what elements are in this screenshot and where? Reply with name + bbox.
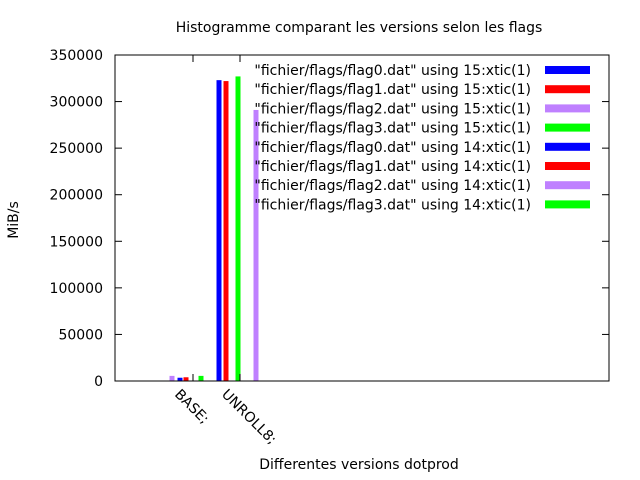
x-tick-label: BASE; — [171, 387, 212, 428]
legend-swatch — [545, 85, 590, 94]
y-tick-label: 200000 — [50, 188, 103, 204]
bar-base-series-2 — [169, 375, 175, 381]
plot-frame — [114, 54, 610, 382]
legend-swatch — [545, 162, 590, 170]
y-tick-label: 100000 — [50, 281, 103, 297]
bar-unroll8-series-2 — [253, 109, 259, 381]
x-axis-label: Differentes versions dotprod — [259, 457, 458, 473]
y-tick-label: 150000 — [50, 234, 103, 250]
legend-swatch — [545, 200, 590, 209]
legend-entry-label: "fichier/flags/flag0.dat" using 15:xtic(… — [254, 63, 531, 79]
legend-entry-label: "fichier/flags/flag1.dat" using 14:xtic(… — [254, 159, 531, 175]
bar-unroll8-series-0 — [216, 80, 222, 382]
bar-base-series-0 — [177, 377, 183, 381]
y-tick-label: 250000 — [50, 141, 103, 157]
y-axis-label: MiB/s — [6, 201, 22, 239]
legend: "fichier/flags/flag0.dat" using 15:xtic(… — [254, 63, 590, 213]
bar-base-series-3 — [198, 375, 204, 381]
legend-swatch — [545, 123, 590, 132]
legend-swatch — [545, 181, 590, 190]
legend-entry-label: "fichier/flags/flag3.dat" using 15:xtic(… — [254, 121, 531, 137]
y-tick-label: 350000 — [50, 48, 103, 64]
y-tick-label: 50000 — [58, 327, 103, 343]
legend-swatch — [545, 66, 590, 74]
bars-group — [169, 76, 259, 382]
y-tick-label: 300000 — [50, 95, 103, 111]
y-tick-label: 0 — [94, 374, 103, 390]
legend-entry-label: "fichier/flags/flag1.dat" using 15:xtic(… — [254, 82, 531, 98]
legend-entry-label: "fichier/flags/flag3.dat" using 14:xtic(… — [254, 197, 531, 213]
legend-entry-label: "fichier/flags/flag2.dat" using 14:xtic(… — [254, 178, 531, 194]
legend-entry-label: "fichier/flags/flag0.dat" using 14:xtic(… — [254, 140, 531, 156]
bar-base-series-1 — [183, 377, 189, 381]
bar-unroll8-series-3 — [235, 76, 241, 382]
bar-unroll8-series-1 — [223, 81, 229, 381]
legend-swatch — [545, 142, 590, 151]
legend-entry-label: "fichier/flags/flag2.dat" using 15:xtic(… — [254, 101, 531, 117]
legend-swatch — [545, 104, 590, 113]
x-tick-label: UNROLL8; — [218, 387, 279, 448]
chart-title: Histogramme comparant les versions selon… — [176, 20, 543, 36]
